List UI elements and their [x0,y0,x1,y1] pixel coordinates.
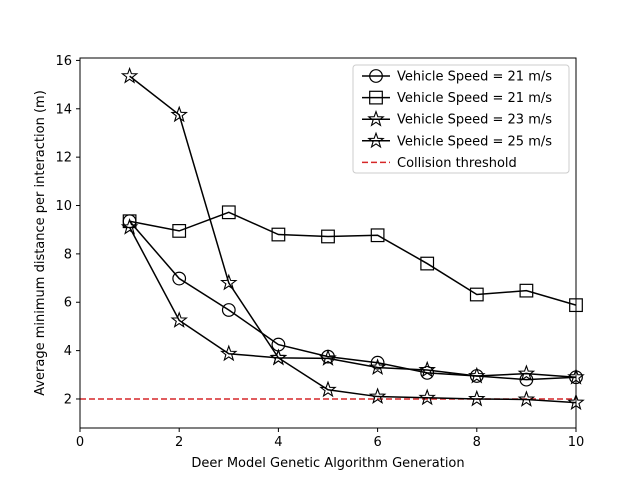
series-2-point-5 [321,229,335,244]
series-4 [120,66,585,411]
series-2-point-6 [370,228,385,243]
series-4-point-5 [319,380,337,398]
series-4-point-2 [170,105,188,123]
legend-entry-2: Vehicle Speed = 21 m/s [362,90,552,106]
series-1-line [129,220,577,381]
x-tick-label: 10 [568,435,585,450]
y-tick-label: 4 [64,344,72,359]
series-4-point-7 [418,388,436,406]
series-2-point-8 [469,287,484,302]
series-2-point-7 [420,256,435,271]
legend-label: Vehicle Speed = 21 m/s [397,91,552,106]
legend-swatch-marker [367,109,385,127]
legend-swatch-marker [367,131,385,149]
x-tick-label: 6 [373,435,381,450]
y-tick-label: 14 [55,102,72,117]
series-4-point-6 [368,387,387,405]
series-3-point-8 [468,366,486,384]
series-2-point-2 [172,224,187,238]
series-1 [122,214,583,387]
series-2-point-4 [271,227,286,242]
series-3-point-3 [220,344,238,362]
series-4-point-1 [120,66,139,84]
legend-box [352,64,570,174]
x-tick-label: 0 [76,435,84,450]
series-3-point-7 [418,360,436,378]
y-tick-label: 12 [55,151,72,166]
legend-entry-4: Vehicle Speed = 25 m/s [362,131,552,149]
series-1-point-7 [420,365,435,380]
x-axis-label: Deer Model Genetic Algorithm Generation [191,456,464,471]
series-4-point-8 [468,389,486,407]
y-tick-label: 10 [55,199,72,214]
axis-ticks: 0 2 4 6 8 10 2 4 6 8 10 12 14 16 [55,54,584,450]
series-4-point-4 [269,348,288,366]
legend-label: Vehicle Speed = 25 m/s [397,134,552,149]
series-2 [122,205,583,313]
series-3-line [128,226,577,378]
series-4-point-3 [220,273,238,291]
legend-label: Vehicle Speed = 21 m/s [397,70,552,85]
series-2-point-3 [221,205,236,220]
legend-label: Collision threshold [397,156,517,171]
x-tick-label: 2 [175,435,183,450]
series-2-point-9 [519,283,534,298]
series-3 [120,218,585,385]
legend-entry-1: Vehicle Speed = 21 m/s [362,69,552,85]
legend-swatch-marker [369,69,383,83]
legend-swatch-marker [369,90,383,105]
series-1-point-3 [221,303,236,317]
legend-label: Vehicle Speed = 23 m/s [397,113,552,128]
series-3-point-6 [368,358,387,376]
legend-entry-5: Collision threshold [362,156,517,171]
series-4-point-9 [517,390,536,407]
legend-entry-3: Vehicle Speed = 23 m/s [362,109,552,128]
y-tick-label: 2 [64,392,72,407]
series-2-line [129,211,577,306]
y-tick-label: 8 [64,247,72,262]
series-3-point-9 [517,364,536,382]
y-tick-label: 6 [64,296,72,311]
series-4-line [129,75,577,404]
plot-frame [79,57,577,429]
plot-area [80,66,585,411]
series-1-point-6 [370,355,385,370]
series-3-point-2 [170,311,188,328]
series-1-point-2 [172,271,187,286]
series-3-point-5 [319,349,337,366]
x-tick-label: 4 [274,435,282,450]
legend: Vehicle Speed = 21 m/s Vehicle Speed = 21… [352,64,570,174]
x-tick-label: 8 [473,435,481,450]
series-3-point-1 [120,218,139,235]
y-axis-label: Average minimum distance per interaction… [33,90,48,396]
y-tick-label: 16 [55,54,72,69]
